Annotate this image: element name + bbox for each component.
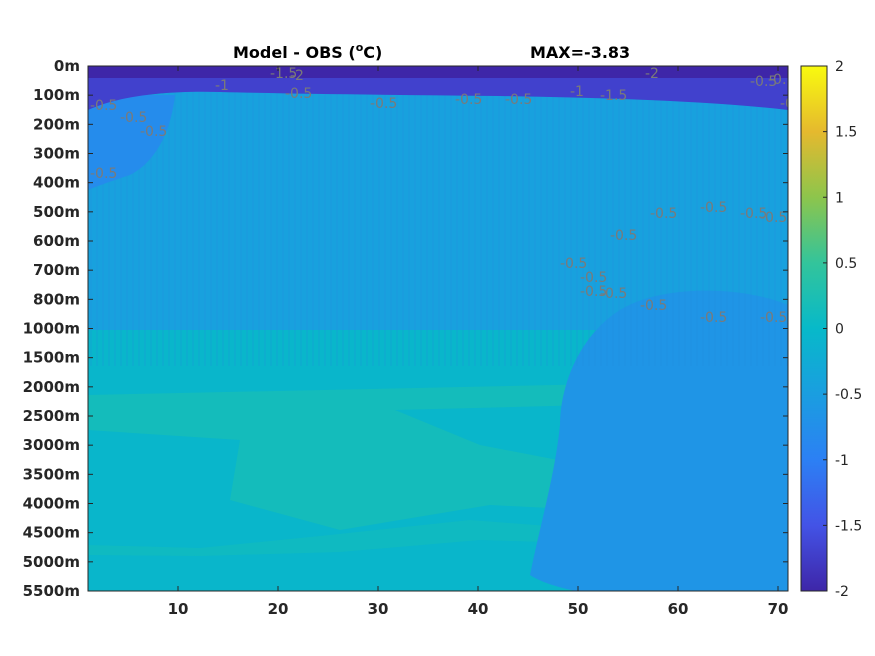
colorbar-tick-label: 0 bbox=[835, 322, 844, 338]
contour-label: -1.5 bbox=[270, 66, 297, 82]
heatmap-region-upper-negative bbox=[88, 95, 175, 190]
y-tick-label: 2500m bbox=[23, 407, 80, 425]
x-tick-label: 10 bbox=[168, 600, 189, 618]
x-tick-label: 40 bbox=[468, 600, 489, 618]
x-tick-label: 50 bbox=[568, 600, 589, 618]
contour-label: -0.5 bbox=[760, 310, 787, 326]
x-tick-label: 70 bbox=[768, 600, 789, 618]
y-tick-label: 2000m bbox=[23, 378, 80, 396]
y-tick-label: 5500m bbox=[23, 582, 80, 600]
contour-label: -0.5 bbox=[650, 206, 677, 222]
contour-label: -0.5 bbox=[285, 86, 312, 102]
y-tick-label: 3500m bbox=[23, 465, 80, 483]
contour-label: -0.5 bbox=[505, 92, 532, 108]
contour-label: -0.5 bbox=[768, 72, 795, 88]
contour-label: -0.5 bbox=[370, 96, 397, 112]
y-tick-label: 200m bbox=[33, 115, 80, 133]
y-tick-label: 0m bbox=[54, 57, 80, 75]
contour-label: -0.5 bbox=[740, 206, 767, 222]
contour-label: -0.5 bbox=[700, 310, 727, 326]
contour-label: -0.5 bbox=[120, 110, 147, 126]
x-tick-label: 20 bbox=[268, 600, 289, 618]
contour-label: -1 bbox=[215, 78, 229, 94]
contour-label: -2 bbox=[645, 66, 659, 82]
contour-label: -1 bbox=[570, 84, 584, 100]
colorbar-tick-label: 0.5 bbox=[835, 256, 857, 272]
heatmap-plot: -1-1.5-2-0.5-0.5 -0.5 -0.5 -1 -1.5-2 -0.5-0.5… bbox=[88, 66, 807, 591]
x-tick-label: 60 bbox=[668, 600, 689, 618]
colorbar bbox=[801, 66, 827, 591]
contour-label: -0.5 bbox=[455, 92, 482, 108]
x-axis: 10 20 30 40 50 60 70 bbox=[168, 66, 789, 618]
contour-label: -0.5 bbox=[750, 74, 777, 90]
colorbar-tick-label: 2 bbox=[835, 59, 844, 75]
heatmap-texture bbox=[88, 66, 788, 366]
contour-label: -2 bbox=[290, 68, 304, 84]
contour-label: -0.5 bbox=[600, 286, 627, 302]
colorbar-tick-label: 1 bbox=[835, 190, 844, 206]
colorbar-tick-label: -2 bbox=[835, 584, 849, 600]
y-tick-label: 300m bbox=[33, 145, 80, 163]
contour-label: -0.5 bbox=[140, 124, 167, 140]
y-tick-label: 400m bbox=[33, 174, 80, 192]
y-tick-label: 5000m bbox=[23, 553, 80, 571]
colorbar-ticks: 2 1.5 1 0.5 0 -0.5 -1 -1.5 -2 bbox=[823, 59, 862, 600]
y-tick-label: 500m bbox=[33, 203, 80, 221]
y-tick-label: 1500m bbox=[23, 349, 80, 367]
contour-label: -0.5 bbox=[760, 210, 787, 226]
max-label: MAX=-3.83 bbox=[530, 43, 630, 62]
y-axis: 0m 100m 200m 300m 400m 500m 600m 700m 800m 1000m 1… bbox=[23, 57, 788, 600]
colorbar-tick-label: 1.5 bbox=[835, 125, 857, 141]
contour-label: -0.5 bbox=[560, 256, 587, 272]
contour-label: -0.5 bbox=[640, 298, 667, 314]
contour-label: -0.5 bbox=[780, 96, 807, 112]
contour-label: -0.5 bbox=[90, 166, 117, 182]
colorbar-tick-label: -0.5 bbox=[835, 387, 862, 403]
contour-label: -0.5 bbox=[90, 98, 117, 114]
colorbar-tick-label: -1 bbox=[835, 453, 849, 469]
y-tick-label: 600m bbox=[33, 232, 80, 250]
chart-title: Model - OBS (oC) bbox=[233, 41, 382, 62]
heatmap-region-surface-top bbox=[88, 66, 788, 78]
contour-label: -0.5 bbox=[580, 284, 607, 300]
contour-label: -0.5 bbox=[610, 228, 637, 244]
x-tick-label: 30 bbox=[368, 600, 389, 618]
contour-label: -0.5 bbox=[580, 270, 607, 286]
contour-label: -0.5 bbox=[700, 200, 727, 216]
colorbar-tick-label: -1.5 bbox=[835, 518, 862, 534]
y-tick-label: 100m bbox=[33, 86, 80, 104]
y-tick-label: 700m bbox=[33, 261, 80, 279]
y-tick-label: 800m bbox=[33, 290, 80, 308]
y-tick-label: 3000m bbox=[23, 436, 80, 454]
y-tick-label: 1000m bbox=[23, 320, 80, 338]
y-tick-label: 4000m bbox=[23, 495, 80, 513]
y-tick-label: 4500m bbox=[23, 524, 80, 542]
contour-label: -1.5 bbox=[600, 88, 627, 104]
